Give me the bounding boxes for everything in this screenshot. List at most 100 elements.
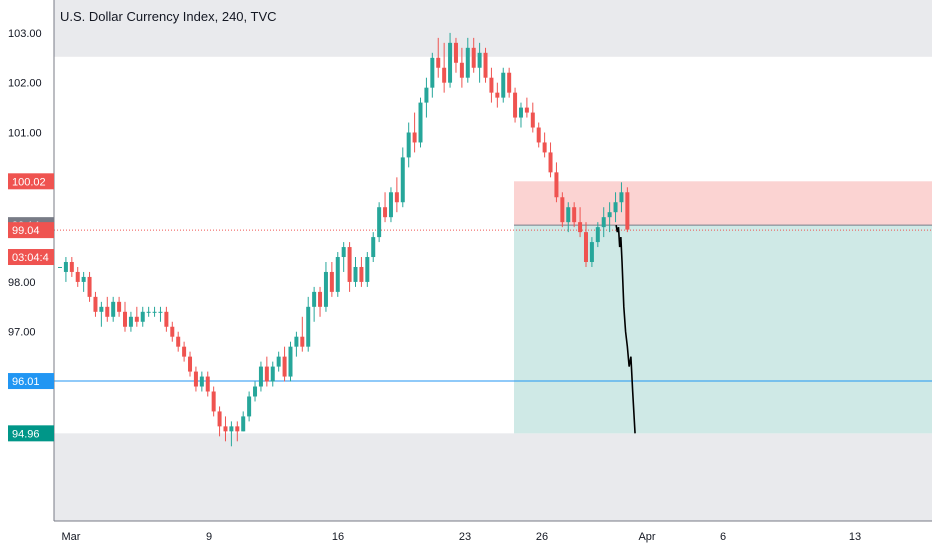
price-tag bbox=[8, 173, 54, 190]
candle-body bbox=[341, 247, 346, 258]
candle-body bbox=[235, 426, 240, 432]
candle-body bbox=[377, 207, 382, 238]
candle-body bbox=[430, 57, 435, 88]
candle-body bbox=[75, 271, 80, 282]
candle-body bbox=[359, 266, 364, 282]
candle-body bbox=[63, 262, 68, 272]
candle-body bbox=[495, 92, 500, 98]
price-tag bbox=[8, 373, 54, 390]
candle-body bbox=[258, 366, 263, 387]
candle-body bbox=[453, 42, 458, 63]
candle-body bbox=[58, 266, 62, 268]
x-tick-label: 6 bbox=[720, 531, 726, 543]
price-tag bbox=[8, 425, 54, 442]
candle-body bbox=[123, 311, 128, 327]
candle-body bbox=[394, 192, 399, 203]
candle-body bbox=[589, 242, 594, 262]
candle-body bbox=[400, 157, 405, 203]
candle-body bbox=[105, 306, 110, 317]
y-tick-label: 97.00 bbox=[8, 327, 36, 339]
candle-body bbox=[294, 336, 299, 347]
candle-body bbox=[329, 271, 334, 292]
candle-body bbox=[199, 376, 204, 387]
candle-body bbox=[554, 172, 559, 198]
candle-body bbox=[530, 112, 535, 128]
candle-body bbox=[619, 192, 624, 203]
price-tag-label: 03:04:4 bbox=[12, 252, 49, 264]
candle-body bbox=[182, 346, 187, 357]
candle-body bbox=[601, 217, 606, 228]
candle-body bbox=[164, 311, 169, 327]
candle-body bbox=[513, 92, 518, 118]
candle-body bbox=[211, 391, 216, 412]
candle-body bbox=[335, 257, 340, 292]
candle-body bbox=[524, 107, 529, 113]
candle-body bbox=[572, 207, 577, 223]
candle-body bbox=[578, 222, 583, 233]
candle-body bbox=[353, 266, 358, 282]
candle-body bbox=[501, 72, 506, 98]
candle-body bbox=[489, 77, 494, 93]
upper-grey-band bbox=[54, 0, 932, 57]
x-tick-label: Mar bbox=[62, 531, 81, 543]
candle-body bbox=[566, 207, 571, 223]
x-tick-label: 23 bbox=[459, 531, 471, 543]
candle-body bbox=[223, 426, 228, 432]
candle-body bbox=[442, 67, 447, 83]
candle-body bbox=[217, 411, 222, 427]
candle-body bbox=[69, 262, 74, 272]
x-tick-label: Apr bbox=[638, 531, 655, 543]
price-tag-label: 96.01 bbox=[12, 376, 40, 388]
candle-body bbox=[146, 311, 151, 313]
candle-body bbox=[424, 87, 429, 103]
candle-body bbox=[93, 296, 98, 312]
candle-body bbox=[170, 326, 175, 337]
candle-body bbox=[241, 416, 246, 432]
candle-body bbox=[264, 366, 269, 382]
candle-body bbox=[111, 301, 116, 317]
take-profit-zone bbox=[514, 225, 932, 434]
candle-body bbox=[406, 132, 411, 158]
candle-body bbox=[117, 301, 122, 312]
candle-body bbox=[300, 336, 305, 347]
candle-body bbox=[87, 276, 92, 297]
price-tag-label: 100.02 bbox=[12, 176, 46, 188]
chart-title: U.S. Dollar Currency Index, 240, TVC bbox=[60, 9, 277, 24]
candle-body bbox=[270, 366, 275, 382]
y-tick-label: 102.00 bbox=[8, 78, 42, 90]
candle-body bbox=[140, 311, 145, 322]
candle-body bbox=[318, 291, 323, 307]
lower-grey-band bbox=[54, 433, 932, 521]
candle-body bbox=[128, 316, 133, 327]
price-tag-label: 99.04 bbox=[12, 225, 40, 237]
candle-body bbox=[188, 356, 193, 372]
candle-body bbox=[247, 396, 252, 417]
candle-body bbox=[229, 426, 234, 432]
candle-body bbox=[595, 227, 600, 243]
candle-body bbox=[134, 316, 139, 322]
candle-body bbox=[312, 291, 317, 307]
y-tick-label: 103.00 bbox=[8, 28, 42, 40]
candle-body bbox=[412, 132, 417, 143]
candle-body bbox=[205, 376, 210, 392]
candle-body bbox=[383, 207, 388, 218]
candle-body bbox=[158, 311, 163, 313]
price-tag bbox=[8, 249, 54, 266]
candle-body bbox=[507, 72, 512, 93]
candle-body bbox=[276, 356, 281, 367]
candle-body bbox=[607, 212, 612, 218]
projection-path bbox=[615, 225, 636, 434]
candle-body bbox=[483, 52, 488, 78]
candle-body bbox=[448, 42, 453, 83]
y-tick-label: 101.00 bbox=[8, 128, 42, 140]
candle-body bbox=[471, 47, 476, 68]
candle-body bbox=[306, 306, 311, 347]
candle-body bbox=[465, 47, 470, 78]
stop-loss-zone bbox=[514, 181, 932, 226]
candle-body bbox=[365, 257, 370, 282]
candle-body bbox=[288, 346, 293, 377]
candle-body bbox=[347, 247, 352, 282]
x-tick-label: 16 bbox=[332, 531, 344, 543]
